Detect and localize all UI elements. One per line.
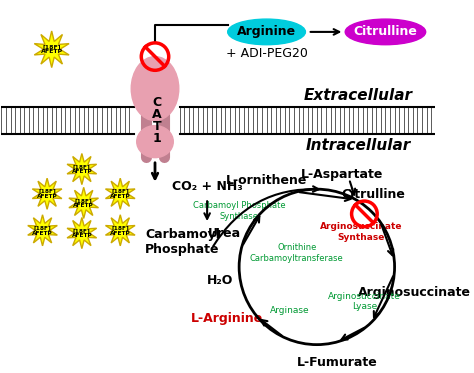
Text: Arginosuccinate
Synthase: Arginosuccinate Synthase xyxy=(319,222,402,242)
Polygon shape xyxy=(67,217,97,249)
Ellipse shape xyxy=(228,19,305,45)
Text: Urea: Urea xyxy=(209,227,241,240)
Polygon shape xyxy=(106,178,135,209)
Text: L-ornithene: L-ornithene xyxy=(226,174,307,187)
Text: Citrulline: Citrulline xyxy=(354,25,418,38)
Ellipse shape xyxy=(131,57,179,120)
Text: [18F]
AFETP: [18F] AFETP xyxy=(36,189,57,199)
Text: Carbamoyl Phosphate
Synthase: Carbamoyl Phosphate Synthase xyxy=(193,201,285,221)
Text: Intracellular: Intracellular xyxy=(305,138,410,153)
Text: Ornithine
Carbamoyltransferase: Ornithine Carbamoyltransferase xyxy=(250,244,344,263)
Text: [18F]
AFETP: [18F] AFETP xyxy=(72,228,92,238)
Text: Arginosuccinate
Lyase: Arginosuccinate Lyase xyxy=(328,292,401,311)
Text: [18F]
AFETP: [18F] AFETP xyxy=(110,225,131,235)
Text: + ADI-PEG20: + ADI-PEG20 xyxy=(226,47,308,60)
Polygon shape xyxy=(69,187,99,219)
Text: [18F]
AFETP: [18F] AFETP xyxy=(72,164,92,174)
Text: C
A
T
1: C A T 1 xyxy=(152,96,162,145)
Text: Citrulline: Citrulline xyxy=(341,188,405,201)
Text: L-Arginine: L-Arginine xyxy=(191,312,263,325)
Text: Arginine: Arginine xyxy=(237,25,296,38)
Text: [18F]
AFETP: [18F] AFETP xyxy=(32,225,53,235)
Text: Arginosuccinate: Arginosuccinate xyxy=(357,286,471,300)
Polygon shape xyxy=(34,31,69,68)
Ellipse shape xyxy=(345,19,426,45)
Text: CO₂ + NH₃: CO₂ + NH₃ xyxy=(172,180,243,193)
Text: L-Fumurate: L-Fumurate xyxy=(297,356,378,369)
Text: [18F]
AFETP: [18F] AFETP xyxy=(110,189,131,199)
Polygon shape xyxy=(67,154,97,185)
Ellipse shape xyxy=(137,126,173,158)
Text: Arginase: Arginase xyxy=(270,306,309,315)
Polygon shape xyxy=(32,178,62,209)
Text: [18F]
AFETP: [18F] AFETP xyxy=(73,198,94,208)
Text: L-Aspartate: L-Aspartate xyxy=(301,167,383,181)
Polygon shape xyxy=(106,215,135,246)
Text: [18F]
AFETP: [18F] AFETP xyxy=(41,44,63,54)
Text: H₂O: H₂O xyxy=(207,274,233,287)
Polygon shape xyxy=(28,215,57,246)
Text: Carbamoyl
Phosphate: Carbamoyl Phosphate xyxy=(145,228,220,256)
Text: Extracellular: Extracellular xyxy=(303,88,412,103)
